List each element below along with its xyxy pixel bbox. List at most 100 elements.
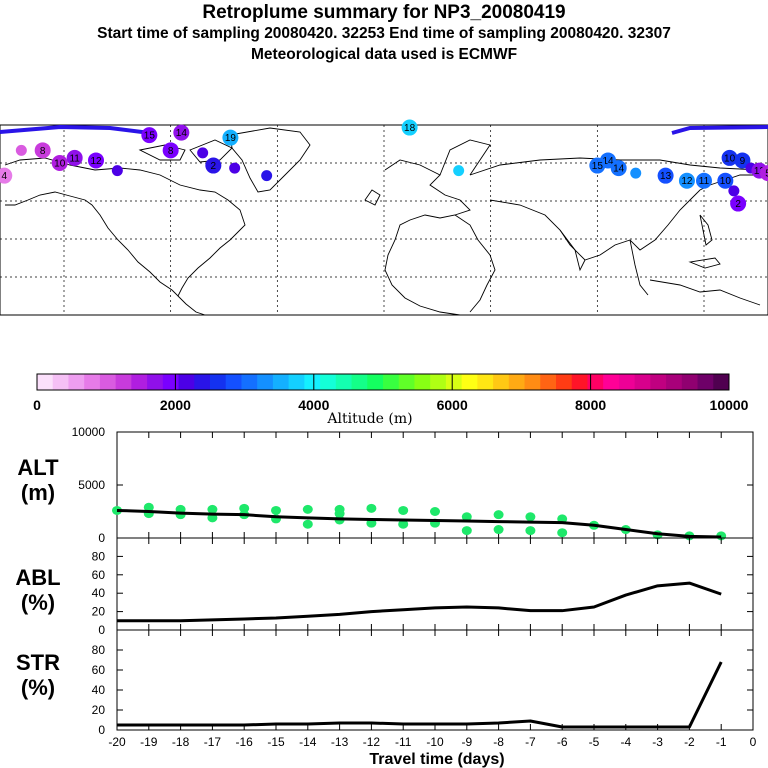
abl-panel-frame (116, 537, 754, 631)
map-marker-label: 12 (681, 176, 693, 187)
colorbar-swatch (383, 374, 400, 390)
y-tick-label: 60 (92, 663, 106, 677)
map-marker-label: 10 (720, 176, 732, 187)
map-marker (657, 167, 674, 184)
map-marker (717, 172, 734, 189)
x-tick-label: -15 (267, 735, 285, 749)
x-tick-label: -11 (395, 735, 412, 749)
alt-scatter-point (493, 525, 504, 535)
x-tick-label: -3 (652, 735, 663, 749)
x-tick-label: -12 (363, 735, 381, 749)
map-marker-label: 5 (765, 169, 768, 180)
colorbar-swatch (115, 374, 132, 390)
series-line (117, 581, 722, 623)
colorbar-swatch (225, 374, 242, 390)
colorbar-swatch (257, 374, 274, 390)
map-marker (162, 142, 179, 159)
colorbar-swatch (414, 374, 431, 390)
map-marker (197, 147, 209, 159)
colorbar-swatch (351, 374, 368, 390)
alt-scatter-point (366, 503, 377, 513)
colorbar-tick-label: 8000 (575, 397, 606, 413)
colorbar-swatch (634, 374, 651, 390)
map-marker (229, 162, 241, 174)
map-marker-label: 18 (404, 123, 416, 134)
alt-scatter-point (143, 502, 154, 512)
coastlines (4, 127, 761, 316)
x-tick-label: -14 (299, 735, 317, 749)
x-tick-label: -2 (684, 735, 695, 749)
alt-scatter-point (302, 504, 313, 514)
map-marker (173, 124, 190, 141)
colorbar-swatch (697, 374, 714, 390)
map-marker (728, 185, 740, 197)
str-panel-unit: (%) (21, 675, 55, 700)
colorbar-swatch (666, 374, 683, 390)
y-tick-label: 0 (98, 623, 105, 637)
map-marker (261, 170, 273, 182)
x-tick-label: -8 (493, 735, 504, 749)
str-panel-label: STR (16, 650, 60, 675)
x-tick-label: -16 (236, 735, 254, 749)
alt-scatter-point (207, 504, 218, 514)
map-marker (760, 165, 768, 182)
map-marker (453, 165, 465, 177)
map-marker-label: 8 (168, 146, 174, 157)
y-tick-label: 80 (92, 549, 106, 563)
map-marker (205, 157, 222, 174)
x-axis: -20 -19 -18 -17 -16 -15 -14 -13 -12 -11 -10 -9 -8 -7-… (108, 735, 756, 749)
colorbar-tick-label: 6000 (437, 397, 468, 413)
alt-scatter-point (302, 519, 313, 529)
colorbar-swatch (508, 374, 526, 390)
map-marker-label: 9 (740, 156, 746, 167)
x-tick-label: -1 (716, 735, 727, 749)
colorbar-ticks: 0 2000 4000 6000 8000 10000 (33, 374, 749, 413)
x-tick-label: -4 (620, 735, 631, 749)
y-tick-label: 0 (98, 531, 105, 545)
alt-scatter-point (525, 526, 536, 536)
map-marker-label: 8 (40, 146, 46, 157)
colorbar-swatch (493, 374, 510, 390)
x-tick-label: -10 (426, 735, 444, 749)
map-marker-label: 2 (735, 199, 741, 210)
alt-scatter-point (557, 528, 568, 538)
colorbar-tick-label: 0 (33, 397, 41, 413)
colorbar-swatch (147, 374, 164, 390)
alt-scatter-point (430, 507, 440, 516)
map-marker-label: 13 (754, 166, 766, 177)
map-marker (734, 152, 751, 169)
alt-panel-unit: (m) (21, 480, 55, 505)
map-marker (630, 167, 642, 179)
y-tick-label: 80 (92, 643, 106, 657)
colorbar-swatch (556, 374, 573, 390)
colorbar-swatch (571, 374, 588, 390)
colorbar-swatch (162, 374, 180, 390)
str-panel-frame (116, 629, 754, 731)
map-marker (610, 160, 627, 177)
map-marker (111, 165, 123, 177)
y-tick-label: 10000 (72, 425, 106, 439)
map-marker (141, 127, 158, 144)
colorbar-swatch (681, 374, 699, 390)
map-marker-label: 2 (211, 161, 217, 172)
colorbar-swatch (445, 374, 463, 390)
colorbar-swatch (603, 374, 620, 390)
trajectory-track-west (0, 124, 151, 135)
map-marker (401, 119, 418, 136)
alt-scatter-point (271, 505, 281, 515)
map-markers: 481011121514821918141514131211101091352 (0, 119, 768, 212)
map-marker (678, 172, 695, 189)
x-tick-label: -5 (589, 735, 600, 749)
map-marker (0, 167, 13, 184)
x-tick-label: 0 (750, 735, 757, 749)
y-tick-label: 40 (92, 683, 106, 697)
alt-panel: ALT (m) 0 5000 10000 (17, 425, 754, 545)
colorbar-swatch (618, 374, 636, 390)
map-marker (34, 142, 51, 159)
colorbar-swatch (320, 374, 337, 390)
colorbar-swatch (430, 374, 447, 390)
colorbar-swatch (304, 374, 321, 390)
colorbar-tick-label: 10000 (710, 397, 749, 413)
colorbar: 0 2000 4000 6000 8000 10000 Altitude (m) (33, 373, 749, 427)
trajectory-track-east (671, 125, 768, 135)
